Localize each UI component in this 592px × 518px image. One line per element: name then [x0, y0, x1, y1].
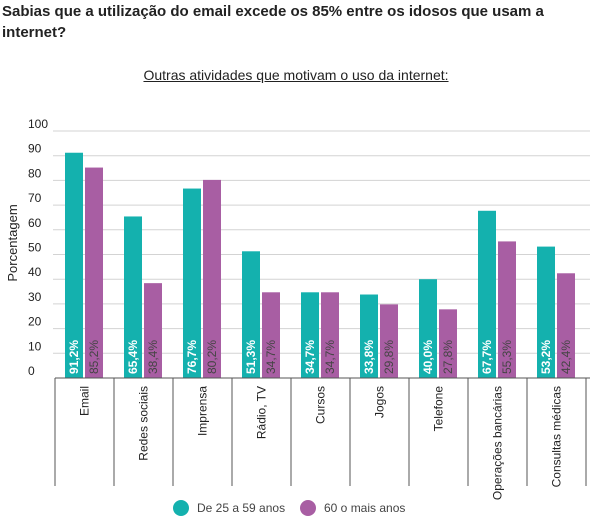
bar-value-label: 33,8% — [362, 340, 376, 374]
bar-value-label: 85,2% — [87, 340, 101, 374]
x-tick-label: Telefone — [432, 386, 446, 432]
legend-swatch-series-a — [173, 500, 189, 516]
bar-value-label: 65,4% — [126, 340, 140, 374]
y-tick-label: 40 — [28, 265, 42, 279]
legend-label-series-b: 60 o mais anos — [324, 501, 406, 515]
legend-swatch-series-b — [300, 500, 316, 516]
bar — [557, 273, 575, 378]
bar — [144, 283, 162, 378]
y-tick-label: 90 — [28, 142, 42, 156]
page-title: Sabias que a utilização do email excede … — [2, 3, 544, 41]
bar — [124, 216, 142, 378]
bar-value-label: 40,0% — [421, 340, 435, 374]
bar-value-label: 34,7% — [264, 340, 278, 374]
bar — [498, 241, 516, 378]
bar — [321, 292, 339, 378]
y-tick-label: 80 — [28, 166, 42, 180]
chart-title: Outras atividades que motivam o uso da i… — [0, 66, 592, 84]
bar — [262, 292, 280, 378]
bar — [65, 152, 83, 378]
bar-value-label: 55,3% — [500, 340, 514, 374]
x-tick-label: Email — [78, 386, 92, 416]
bar — [419, 279, 437, 378]
bar-value-label: 34,7% — [323, 340, 337, 374]
bar — [380, 304, 398, 378]
bar — [85, 167, 103, 378]
bar — [203, 179, 221, 378]
y-tick-label: 60 — [28, 216, 42, 230]
y-tick-label: 10 — [28, 339, 42, 353]
bar-value-label: 91,2% — [67, 340, 81, 374]
x-tick-label: Jogos — [373, 386, 387, 418]
bar — [360, 294, 378, 378]
bar-value-label: 76,7% — [185, 340, 199, 374]
bars: 91,2% 65,4% 76,7% 51,3% 34,7% 33,8% 40,0% 67,7%… — [65, 152, 575, 378]
y-tick-label: 0 — [28, 364, 35, 378]
bar-value-label: 38,4% — [146, 340, 160, 374]
y-tick-label: 50 — [28, 241, 42, 255]
x-tick-label: Imprensa — [196, 386, 210, 436]
y-tick-label: 100 — [28, 117, 48, 131]
axes: 0 10 20 30 40 50 60 70 80 90 100 Email Redes sociais… — [28, 117, 590, 500]
x-tick-label: Operações bancárias — [491, 386, 505, 500]
x-tick-label: Rádio, TV — [255, 386, 269, 439]
y-tick-label: 70 — [28, 191, 42, 205]
bar — [183, 188, 201, 378]
bar — [439, 309, 457, 378]
legend-item-series-b: 60 o mais anos — [300, 499, 405, 517]
bar — [537, 246, 555, 378]
bar-value-label: 42,4% — [559, 340, 573, 374]
bar-value-label: 67,7% — [480, 340, 494, 374]
bar-value-label: 27,8% — [441, 340, 455, 374]
bar-value-label: 80,2% — [205, 340, 219, 374]
chart-title-text: Outras atividades que motivam o uso da i… — [143, 67, 449, 83]
legend-item-series-a: De 25 a 59 anos — [173, 499, 285, 517]
x-tick-label: Cursos — [314, 386, 328, 424]
bar — [301, 292, 319, 378]
bar-value-label: 51,3% — [244, 340, 258, 374]
bar — [242, 251, 260, 378]
bar — [478, 210, 496, 378]
x-tick-label: Redes sociais — [137, 386, 151, 461]
y-tick-label: 30 — [28, 290, 42, 304]
y-axis-label: Porcentagem — [5, 204, 20, 281]
x-tick-label: Consultas médicas — [550, 386, 564, 487]
bar-value-label: 53,2% — [539, 340, 553, 374]
y-tick-label: 20 — [28, 315, 42, 329]
bar-value-label: 29,8% — [382, 340, 396, 374]
bar-value-label: 34,7% — [303, 340, 317, 374]
legend-label-series-a: De 25 a 59 anos — [197, 501, 286, 515]
